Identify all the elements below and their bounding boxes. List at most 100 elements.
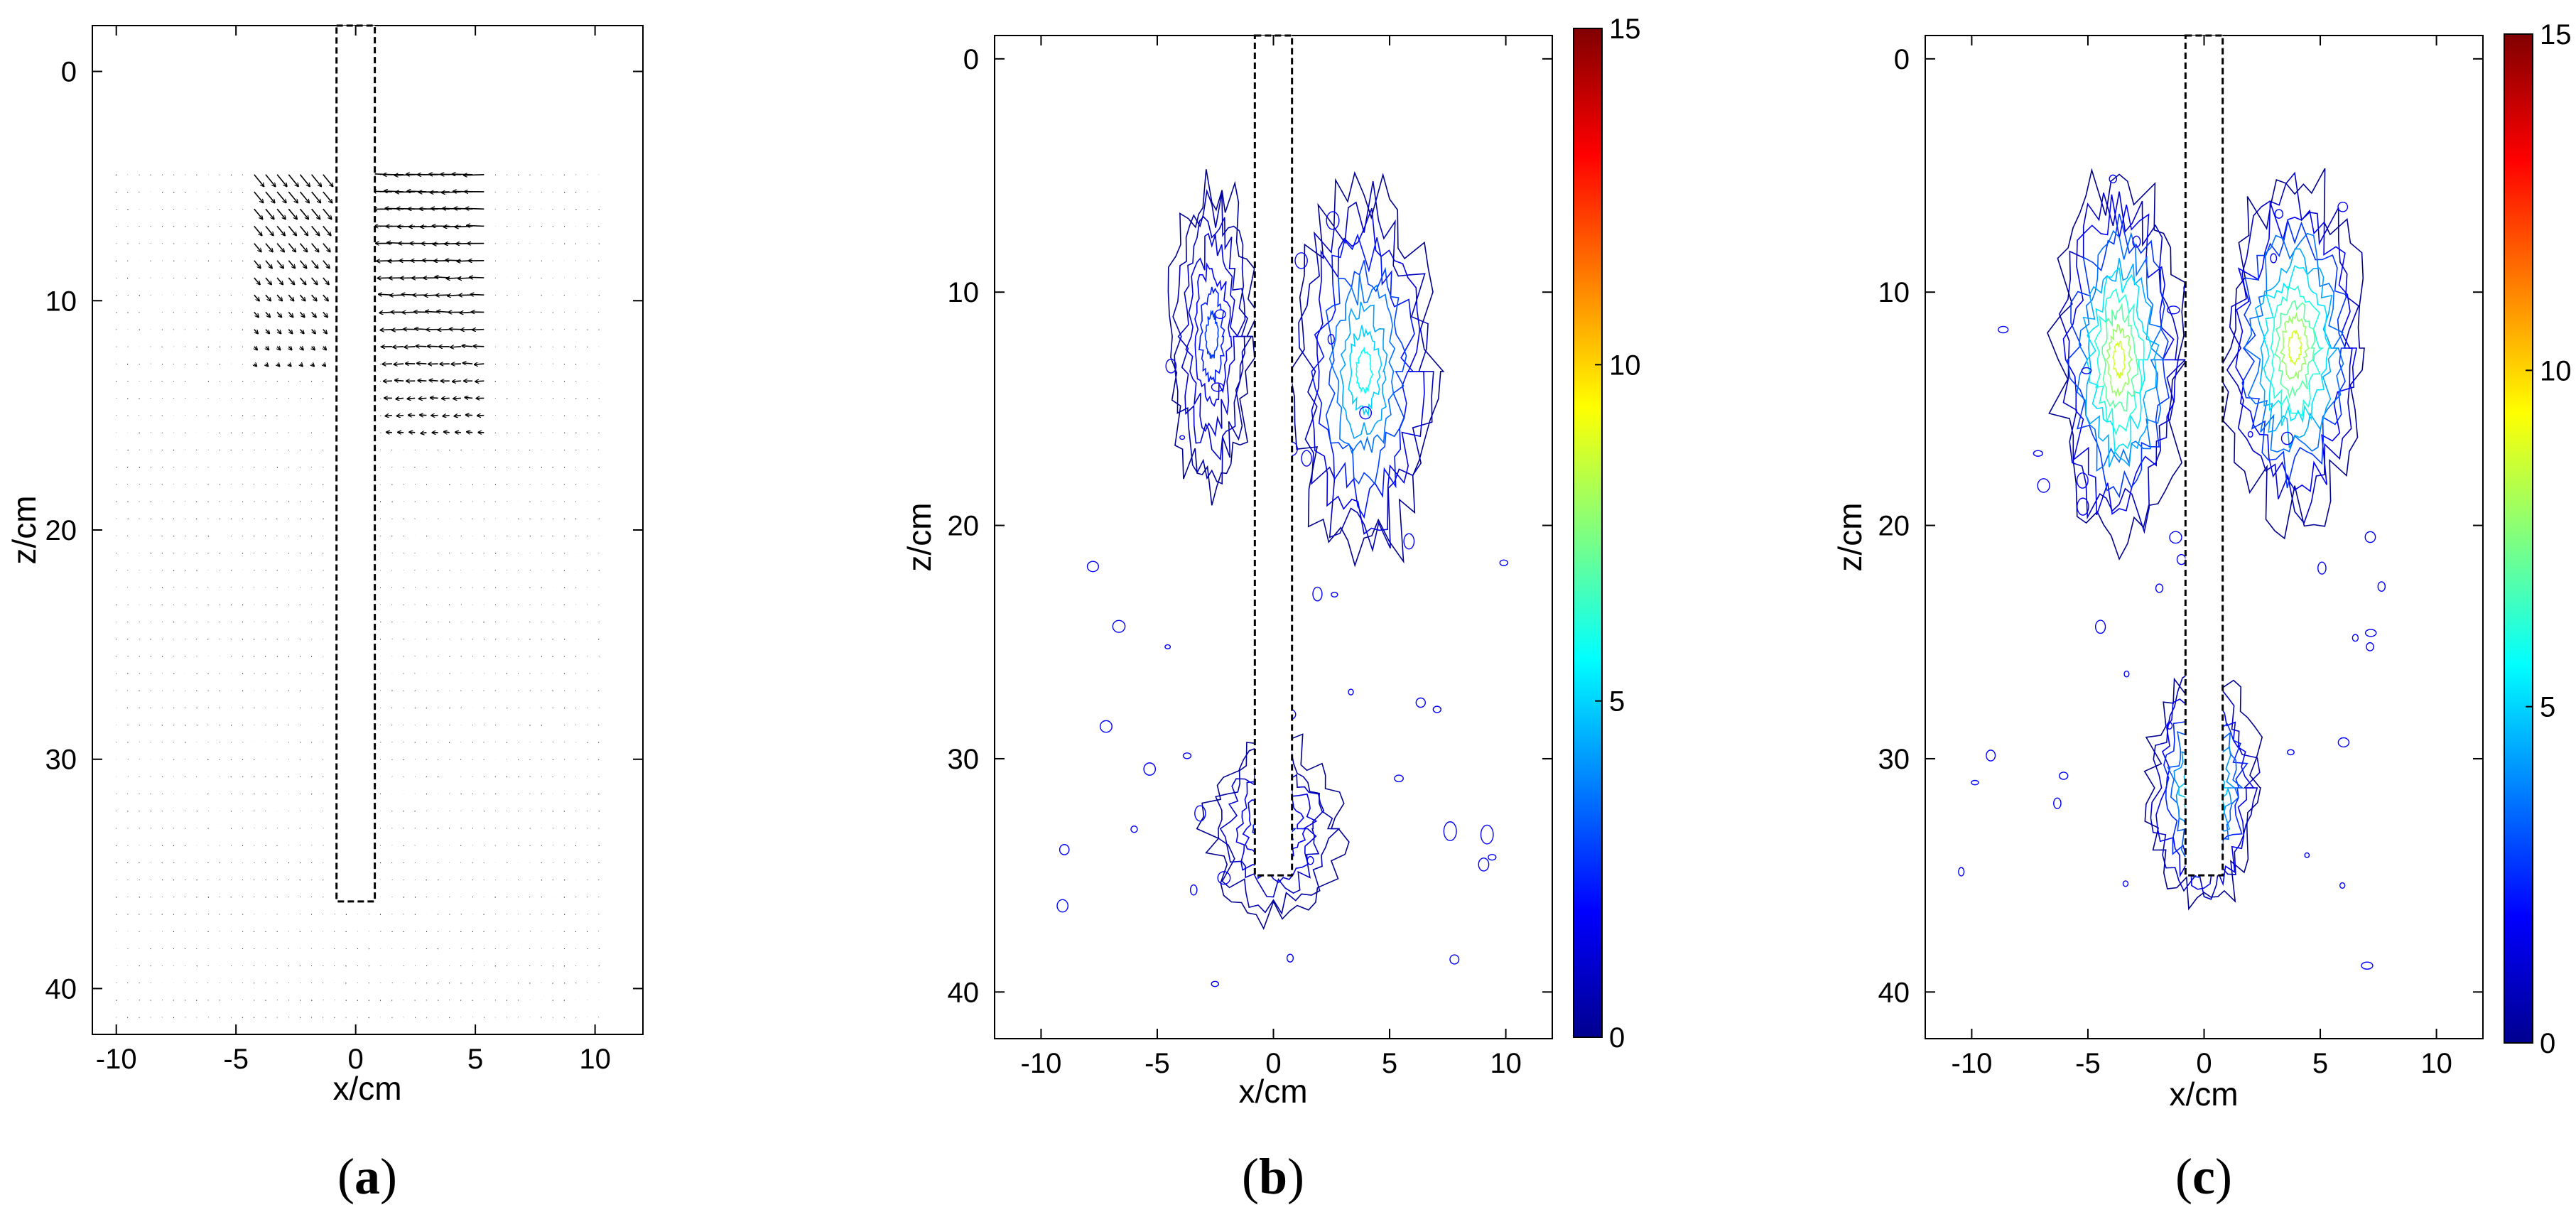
- velocity-arrow: [470, 294, 485, 295]
- x-tick-label: -10: [96, 1044, 137, 1075]
- velocity-arrow: [334, 931, 335, 932]
- contour-line: [1289, 171, 1445, 568]
- contour-speck: [2280, 431, 2294, 445]
- velocity-arrow: [288, 311, 293, 317]
- contour-line: [1167, 169, 1259, 506]
- contour-speck: [1986, 750, 1996, 762]
- contour-speck: [2366, 642, 2374, 651]
- velocity-arrow: [288, 260, 295, 269]
- y-tick-label: 30: [45, 745, 77, 776]
- velocity-arrow: [265, 208, 274, 219]
- velocity-arrow: [323, 225, 331, 235]
- contour-line: [2274, 300, 2316, 399]
- velocity-arrow: [265, 260, 272, 269]
- velocity-arrow: [455, 432, 461, 433]
- contour-line: [2076, 229, 2165, 472]
- contour-speck: [1099, 720, 1113, 733]
- velocity-arrow: [161, 862, 163, 864]
- contour-speck: [1086, 561, 1100, 573]
- velocity-arrow: [428, 346, 438, 347]
- colorbar-tick-label: 10: [1609, 350, 1641, 381]
- velocity-arrow: [473, 346, 485, 347]
- velocity-arrow: [288, 174, 298, 187]
- velocity-arrow: [288, 208, 297, 219]
- velocity-arrow: [265, 191, 275, 202]
- y-axis-title-a: z/cm: [6, 495, 43, 564]
- velocity-arrow: [462, 346, 473, 347]
- contour-speck: [2339, 882, 2346, 889]
- velocity-arrow: [264, 656, 266, 657]
- velocity-arrow: [254, 347, 257, 350]
- velocity-arrow: [276, 294, 282, 301]
- velocity-arrow: [265, 243, 273, 252]
- velocity-arrow: [299, 208, 308, 219]
- contour-line: [1215, 744, 1341, 915]
- velocity-arrow: [430, 380, 438, 381]
- x-tick-label: 10: [2420, 1048, 2452, 1079]
- contour-speck: [2364, 531, 2376, 543]
- y-axis-title-b: z/cm: [901, 502, 938, 571]
- velocity-arrow: [207, 381, 210, 382]
- contour-line: [1194, 262, 1233, 407]
- velocity-arrow: [418, 381, 427, 382]
- contour-speck: [2287, 749, 2295, 756]
- velocity-arrow: [419, 398, 427, 399]
- contour-line: [2150, 673, 2261, 900]
- contour-line: [1198, 286, 1225, 384]
- velocity-arrow: [442, 398, 450, 399]
- contour-line: [2226, 171, 2359, 524]
- velocity-arrow: [265, 277, 271, 284]
- contour-speck: [1415, 697, 1426, 708]
- velocity-arrow: [139, 1000, 140, 1001]
- velocity-arrow: [311, 243, 319, 252]
- y-tick-label: 10: [1878, 277, 1910, 308]
- contour-speck: [2166, 722, 2173, 730]
- contour-speck: [2053, 797, 2062, 809]
- x-tick-label: 0: [2196, 1048, 2212, 1079]
- colorbar-tick-label: 0: [1609, 1022, 1625, 1054]
- velocity-arrow: [288, 277, 294, 284]
- contour-speck: [2169, 531, 2182, 544]
- velocity-arrow: [277, 347, 280, 350]
- contour-speck: [1449, 954, 1460, 965]
- contour-speck: [1312, 586, 1323, 602]
- velocity-arrow: [254, 364, 256, 366]
- contour-line: [1172, 188, 1252, 485]
- contour-speck: [2037, 478, 2050, 493]
- velocity-arrow: [161, 845, 163, 846]
- velocity-arrow: [541, 226, 543, 227]
- x-tick-label: 0: [348, 1044, 364, 1075]
- velocity-arrow: [299, 260, 306, 269]
- velocity-arrow: [161, 191, 163, 193]
- contour-line: [2244, 232, 2344, 453]
- velocity-arrow: [299, 243, 307, 252]
- velocity-arrow: [288, 329, 292, 334]
- contour-speck: [1165, 358, 1177, 374]
- velocity-arrow: [276, 174, 287, 187]
- contour-speck: [1164, 644, 1171, 649]
- contour-line: [1311, 233, 1415, 519]
- contour-speck: [1286, 953, 1294, 963]
- velocity-arrow: [453, 398, 461, 399]
- velocity-arrow: [300, 347, 303, 350]
- velocity-arrow: [254, 329, 258, 334]
- velocity-arrow: [276, 277, 283, 284]
- velocity-arrow: [242, 1017, 244, 1018]
- velocity-arrow: [507, 294, 508, 296]
- y-axis-title-c: z/cm: [1831, 502, 1868, 571]
- velocity-arrow: [254, 191, 264, 202]
- panel-b: -10 -5 0 5 10 0 10 20 30 40 x/cm z/cm 0 5 10 15 (b): [901, 13, 1641, 1205]
- velocity-arrow: [323, 243, 330, 252]
- contour-line: [1348, 325, 1382, 418]
- colorbar-ticks-b: 0 5 10 15: [1595, 13, 1641, 1054]
- velocity-arrow: [311, 260, 318, 269]
- contour-speck: [1194, 805, 1206, 822]
- contour-speck: [1056, 899, 1068, 913]
- contour-speck: [1112, 619, 1126, 633]
- panel-label-c: (c): [2175, 1148, 2232, 1205]
- velocity-arrow: [173, 845, 175, 847]
- velocity-arrow: [437, 311, 450, 312]
- obstacle-outline-c: [2184, 34, 2224, 877]
- velocity-arrow: [455, 226, 473, 227]
- velocity-arrow: [379, 312, 392, 313]
